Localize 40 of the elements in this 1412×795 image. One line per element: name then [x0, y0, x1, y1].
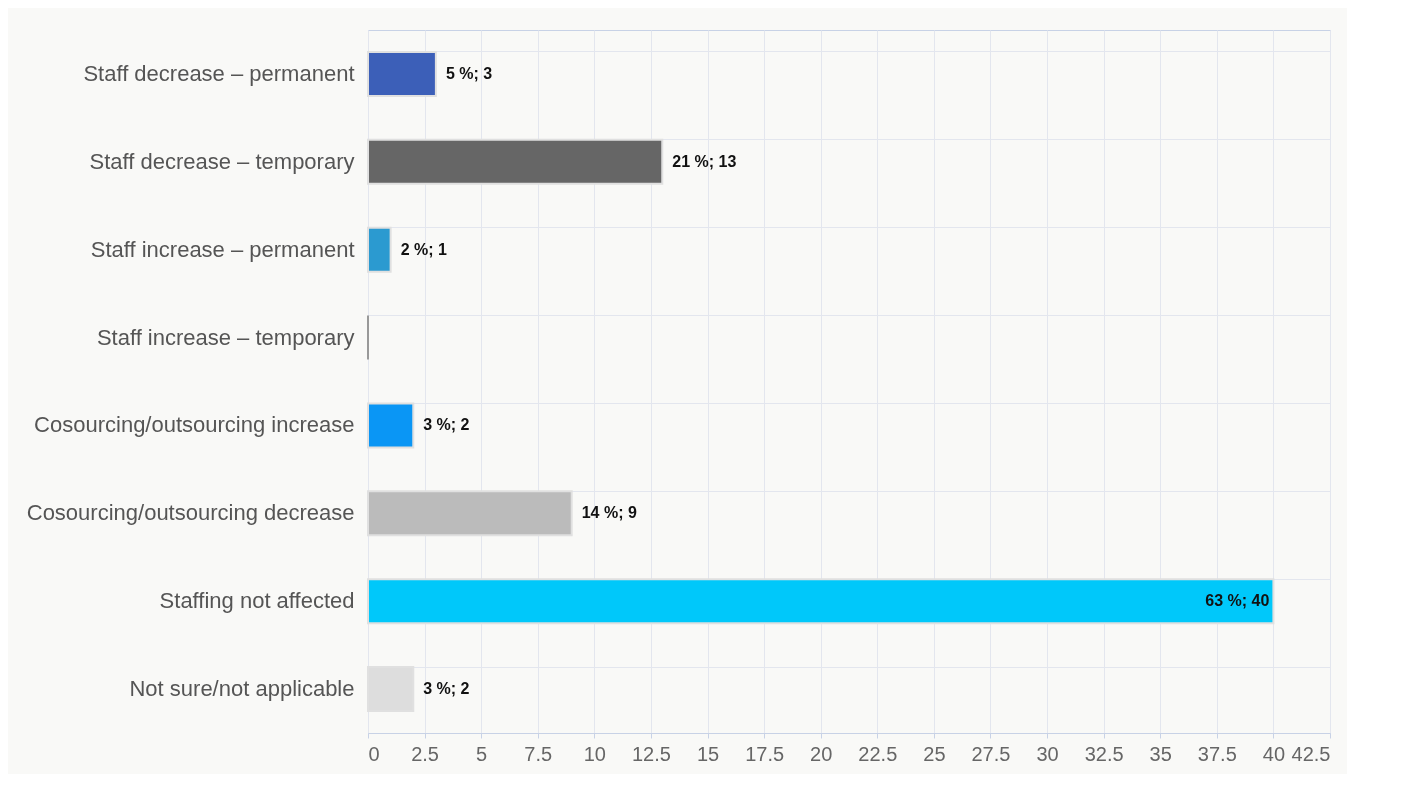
- x-tick-label: 2.5: [411, 742, 439, 765]
- x-tick-label: 37.5: [1197, 742, 1237, 765]
- x-tick-label: 22.5: [858, 742, 898, 765]
- x-tick-label: 20: [810, 742, 833, 765]
- x-tick-label: 15: [696, 742, 720, 765]
- y-tick-label: Not sure/not applicable: [129, 676, 355, 702]
- y-tick-label: Staff increase – permanent: [90, 236, 355, 262]
- x-tick-label: 5: [476, 742, 488, 765]
- y-tick-label: Staffing not affected: [159, 588, 355, 614]
- x-tick-label: 0: [368, 742, 380, 765]
- bar: [367, 666, 415, 713]
- y-tick-label: Cosourcing/outsourcing increase: [34, 412, 355, 438]
- x-tick-label: 35: [1149, 742, 1172, 765]
- x-tick-label: 32.5: [1084, 742, 1124, 765]
- data-label: 21 %; 13: [672, 152, 737, 170]
- x-tick-label: 17.5: [745, 742, 785, 765]
- bar: [367, 50, 437, 97]
- x-tick-label: 40: [1262, 742, 1286, 765]
- data-label: 3 %; 2: [423, 416, 470, 434]
- data-label: 2 %; 1: [400, 240, 447, 258]
- x-tick-label: 42.5: [1291, 742, 1331, 765]
- y-tick-label: Staff increase – temporary: [96, 324, 355, 350]
- data-label: 63 %; 40: [1205, 592, 1270, 610]
- y-tick-label: Cosourcing/outsourcing decrease: [26, 500, 355, 526]
- x-tick-label: 10: [583, 742, 606, 765]
- x-tick-label: 12.5: [631, 742, 671, 765]
- x-tick-label: 25: [923, 742, 946, 765]
- x-tick-label: 27.5: [971, 742, 1011, 765]
- y-tick-label: Staff decrease – temporary: [89, 148, 355, 174]
- bar: [367, 226, 392, 273]
- bar: [367, 490, 573, 537]
- y-tick-label: Staff decrease – permanent: [83, 60, 355, 86]
- bar: [367, 402, 415, 449]
- x-tick-label: 7.5: [524, 742, 553, 765]
- data-label: 5 %; 3: [445, 64, 493, 82]
- bar: [367, 578, 1275, 625]
- x-tick-label: 30: [1036, 742, 1059, 765]
- data-label: 3 %; 2: [423, 680, 470, 698]
- bar: [367, 138, 664, 185]
- data-label: 14 %; 9: [581, 504, 637, 522]
